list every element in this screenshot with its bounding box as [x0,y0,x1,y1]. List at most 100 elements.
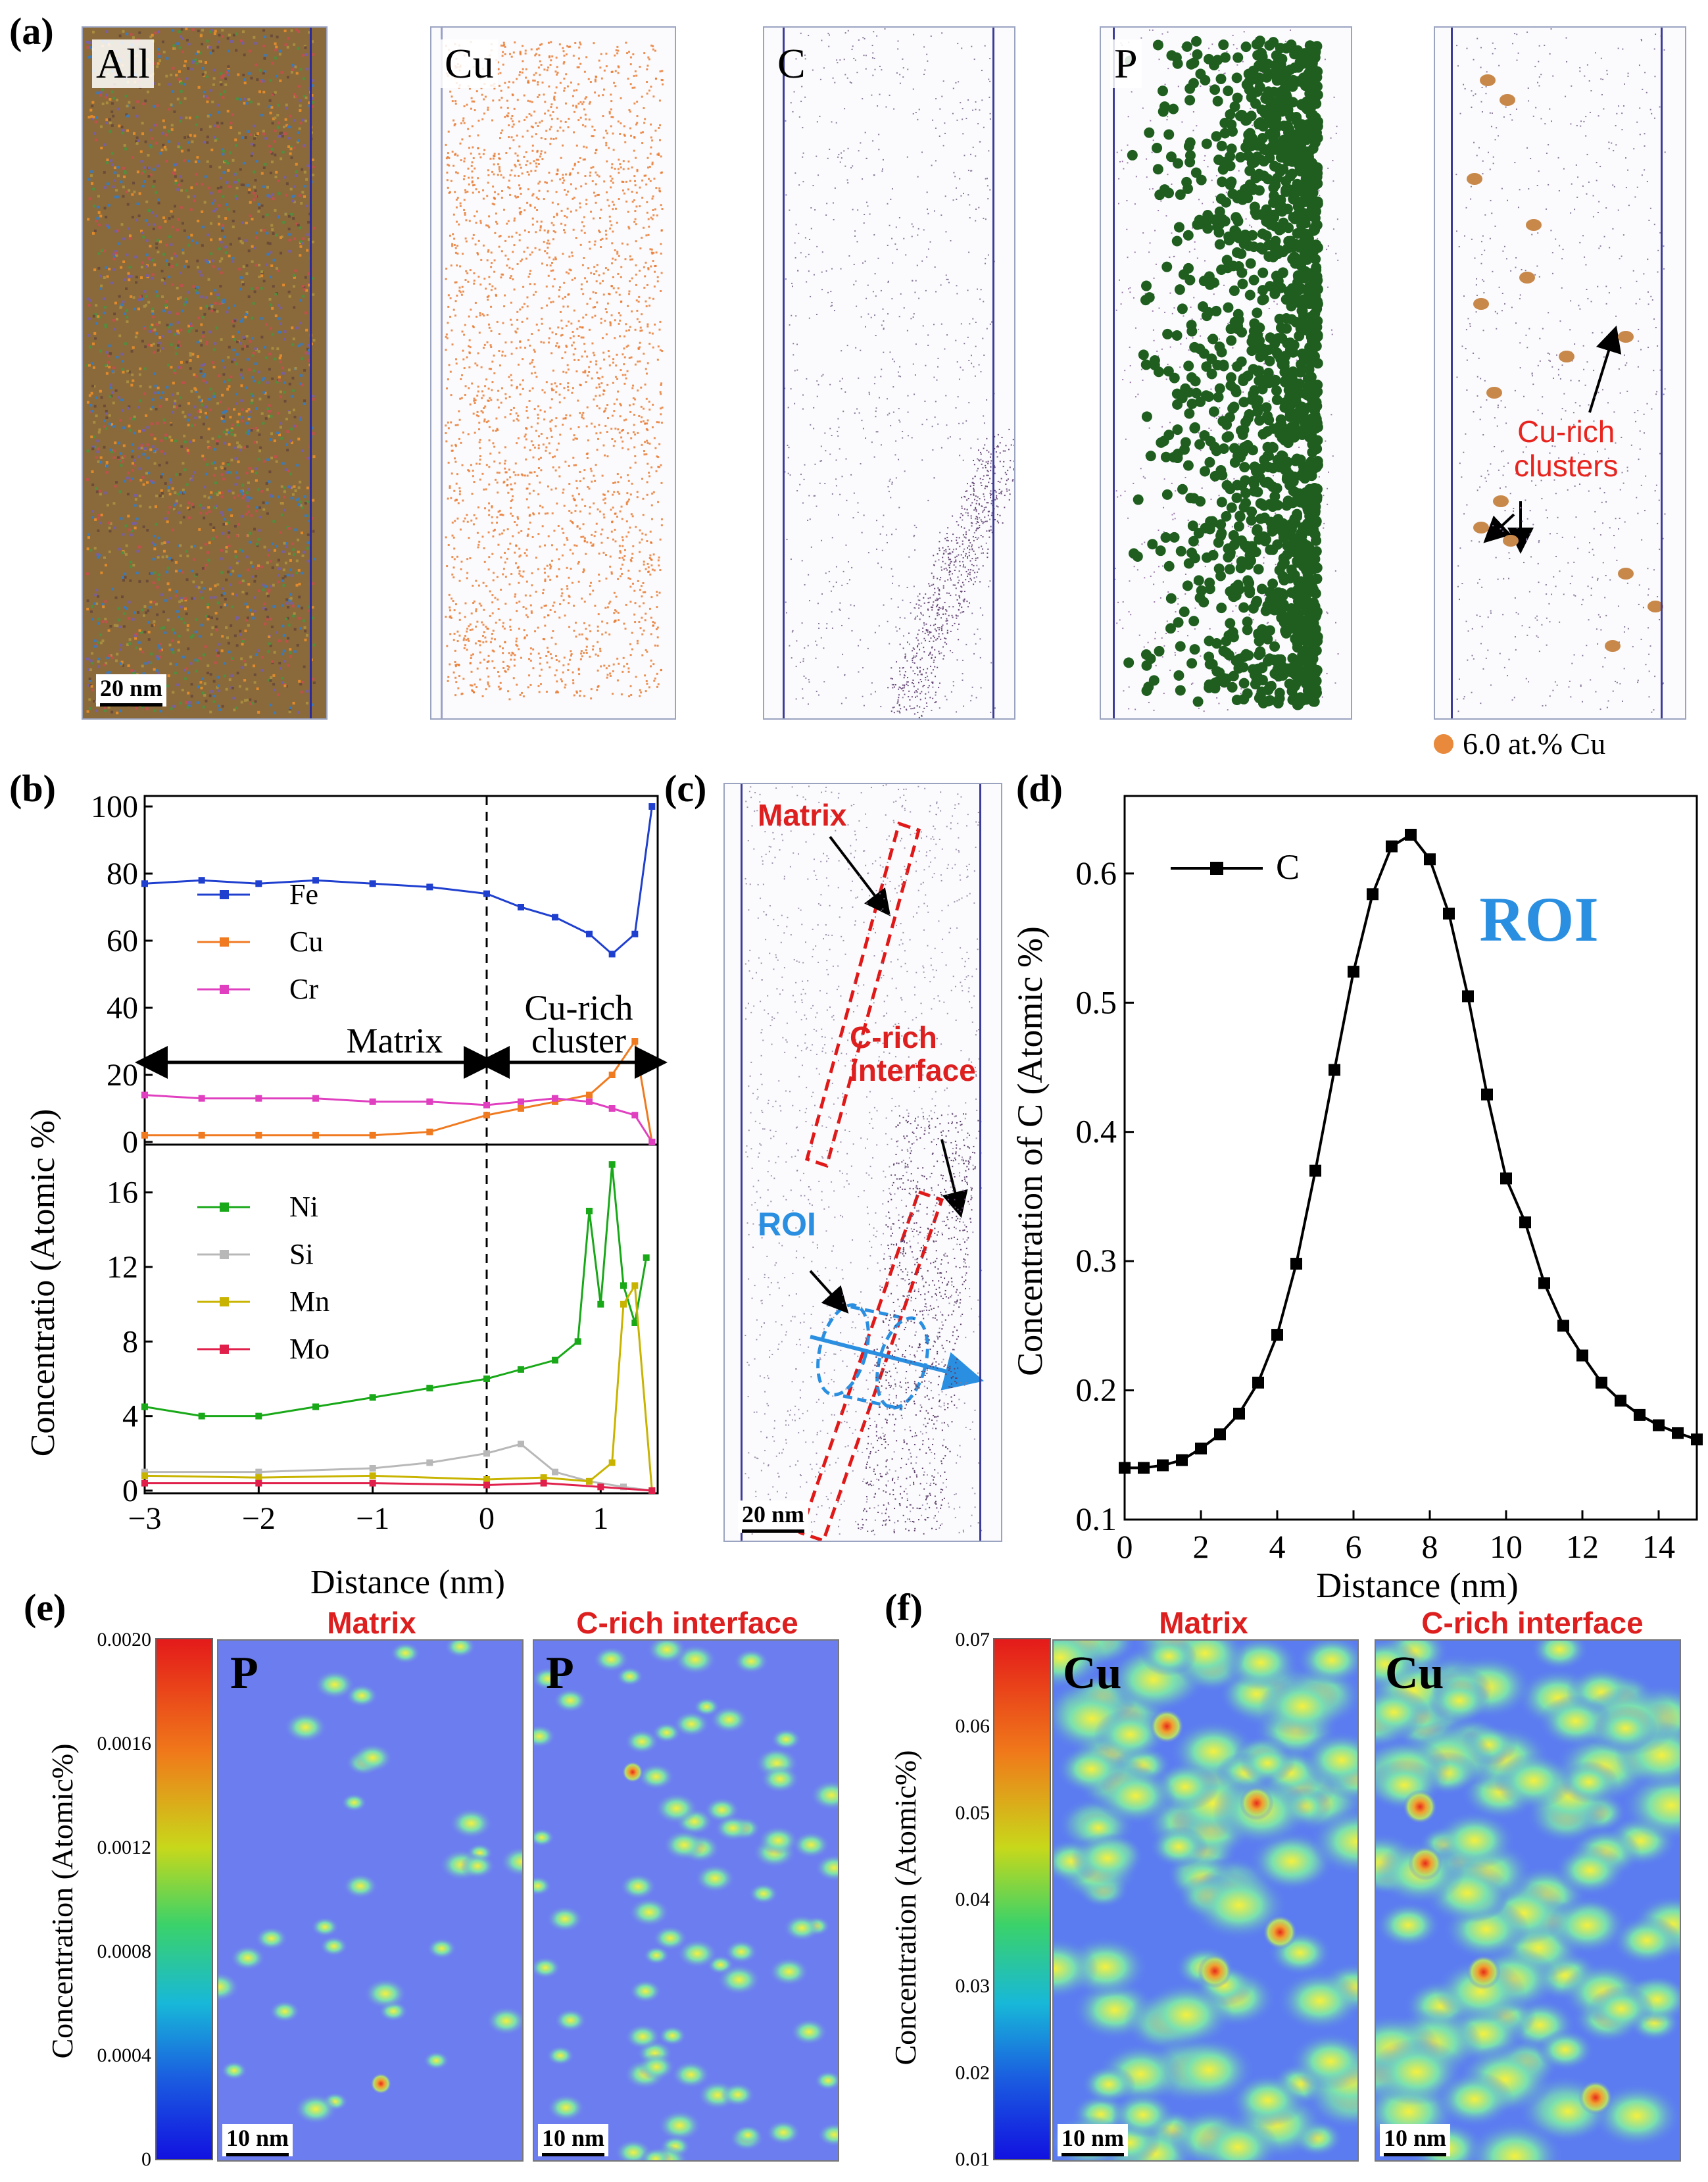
point-cr [312,1095,319,1102]
concentration-spot [534,1956,561,1979]
concentration-spot [1428,1678,1491,1723]
concentration-spot [1554,1845,1626,1896]
concentration-spot [1435,1959,1526,2024]
concentration-spot [748,1883,779,1904]
point-cu [312,1131,319,1139]
point-c [1329,1064,1340,1076]
chart-d-frame [1123,795,1698,1521]
concentration-spot [1093,1708,1167,1761]
concentration-spot [616,1666,644,1687]
concentration-spot [314,1670,355,1700]
concentration-spot [1301,1731,1357,1789]
point-ni [483,1376,490,1382]
concentration-spot [693,1697,720,1717]
heatmap-e-crich-title: C-rich interface [533,1605,842,1641]
point-fe [608,951,616,958]
point-c [1367,888,1379,901]
heatmap-e-matrix-tag: P [230,1648,258,1698]
chart-d-legend-label: C [1276,847,1300,887]
point-cr [483,1101,490,1108]
cu-cluster-mark [1559,351,1574,362]
cu-rich-clusters-label: Cu-rich clusters [1514,414,1619,483]
concentration-spot [546,1906,583,1933]
concentration-spot [783,1914,821,1942]
point-mn [255,1474,262,1481]
roi-label-c: ROI [758,1206,816,1243]
point-ni [631,1320,639,1326]
chart-d-xlabel: Distance (nm) [1316,1566,1518,1605]
point-cu [586,1091,593,1099]
concentration-spot [1530,1641,1589,1670]
point-c [1615,1395,1626,1407]
colorbar-e-ticks: Concentration (Atomic%) 0.0020 0.0016 0.00… [45,1629,152,2170]
x-tick-label: 8 [1422,1528,1438,1565]
point-ni [369,1394,376,1401]
y-tick-label: 0.3 [1076,1242,1117,1279]
concentration-spot [534,1828,555,1847]
concentration-spot [1054,1937,1098,2000]
point-ni [426,1385,433,1392]
point-cr [198,1095,205,1102]
point-c [1538,1277,1550,1289]
heatmap-f-matrix-tag: Cu [1063,1648,1122,1698]
point-fe [648,803,656,810]
concentration-spot [1196,2117,1280,2160]
point-ni [312,1403,319,1410]
colorbar-f [993,1638,1051,2160]
point-c [1462,990,1474,1003]
concentration-spot [1054,1641,1106,1690]
concentration-spot [460,1853,495,1879]
point-si [369,1465,376,1472]
concentration-spot [815,1854,838,1882]
cluster-legend: 6.0 at.% Cu [1434,726,1605,761]
point-mn [369,1472,376,1479]
point-mn [586,1477,593,1485]
point-cu [255,1131,262,1139]
point-ni [620,1282,627,1289]
cu-cluster-mark [1526,219,1542,231]
concentration-spot [652,1925,688,1951]
scale-label-c: 20 nm [742,1501,805,1527]
point-ni [518,1366,524,1373]
concentration-spot [553,1688,588,1713]
point-cu [552,1098,558,1105]
legend-label-si: Si [289,1238,314,1270]
colorbar-e [155,1638,213,2160]
point-ni [643,1254,650,1261]
point-fe [518,904,524,910]
concentration-spot [1081,2065,1136,2104]
series-line-mo [145,1482,652,1492]
point-fe [552,914,558,921]
colorbar-tick-label: 0.0012 [97,1837,152,1858]
point-si [552,1468,558,1475]
chart-b-ylabel: Concentratio (Atomic %) [24,1109,62,1457]
colorbar-tick-label: 0.04 [956,1889,990,1910]
heatmap-e-matrix-title-text: Matrix [327,1606,416,1640]
concentration-hotspot [1408,1846,1443,1881]
chart-b-xlabel: Distance (nm) [310,1564,505,1599]
heatmap-f-matrix-title-text: Matrix [1159,1606,1248,1640]
concentration-spot [1593,1705,1658,1752]
concentration-spot [1546,1896,1628,1955]
cu-cluster-mark [1467,173,1482,185]
point-si [483,1450,490,1457]
apt-box-c-region: Matrix C-rich interface ROI 20 nm [723,783,1002,1542]
colorbar-tick-label: 0.03 [956,1975,990,1997]
concentration-spot [343,1873,378,1899]
scale-label-a: 20 nm [100,675,163,701]
box-tag-c: C [777,40,806,87]
concentration-hotspot [1150,1709,1184,1744]
concentration-spot [658,2110,702,2141]
heatmap-e-matrix-title: Matrix [217,1605,526,1641]
legend-label-cu: Cu [289,926,323,958]
point-mo [141,1479,148,1487]
concentration-spot [677,1939,718,1968]
concentration-spot [593,1646,629,1672]
point-c [1195,1442,1207,1454]
heatmap-e-matrix-svg [218,1641,522,2125]
p-atoms-map [1114,29,1339,712]
concentration-spot [1296,1641,1357,1685]
point-c [1233,1407,1245,1420]
point-ni [608,1161,616,1168]
series-line-mn [144,1282,653,1491]
